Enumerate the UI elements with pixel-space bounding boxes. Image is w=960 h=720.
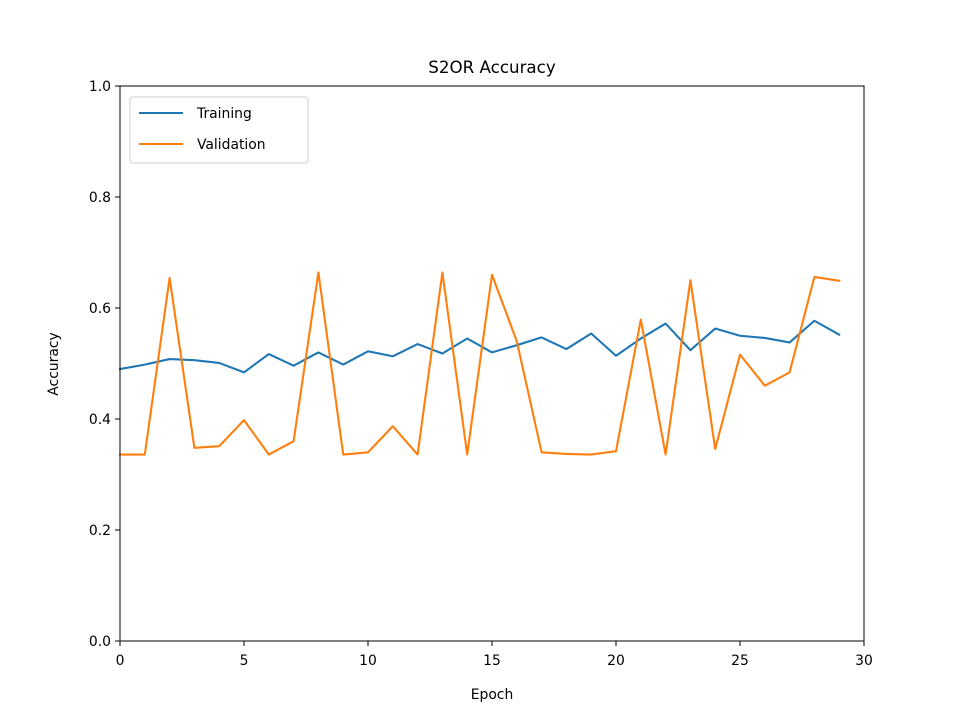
legend-label-training: Training [196, 106, 252, 122]
y-axis-label: Accuracy [46, 332, 62, 395]
y-tick-label: 0.8 [89, 190, 111, 206]
legend-label-validation: Validation [197, 137, 266, 153]
series-line-training [118, 319, 841, 374]
x-tick-label: 15 [483, 653, 501, 669]
y-tick-label: 0.6 [89, 301, 111, 317]
x-axis-label: Epoch [471, 687, 514, 703]
legend: Training Validation [129, 96, 309, 164]
x-tick-label: 0 [116, 653, 125, 669]
y-tick-label: 1.0 [89, 79, 111, 95]
y-tick-label: 0.0 [89, 634, 111, 650]
chart-title: S2OR Accuracy [428, 57, 556, 77]
x-tick-label: 10 [359, 653, 377, 669]
x-tick-label: 30 [855, 653, 873, 669]
x-tick-label: 5 [240, 653, 249, 669]
x-tick-label: 20 [607, 653, 625, 669]
plot-area: 0 5 10 15 20 25 30 0.0 0.2 0.4 0.6 0.8 1.0 [89, 79, 873, 669]
y-tick-label: 0.4 [89, 412, 111, 428]
x-tick-label: 25 [731, 653, 749, 669]
series-line-validation [118, 271, 841, 456]
y-tick-label: 0.2 [89, 523, 111, 539]
